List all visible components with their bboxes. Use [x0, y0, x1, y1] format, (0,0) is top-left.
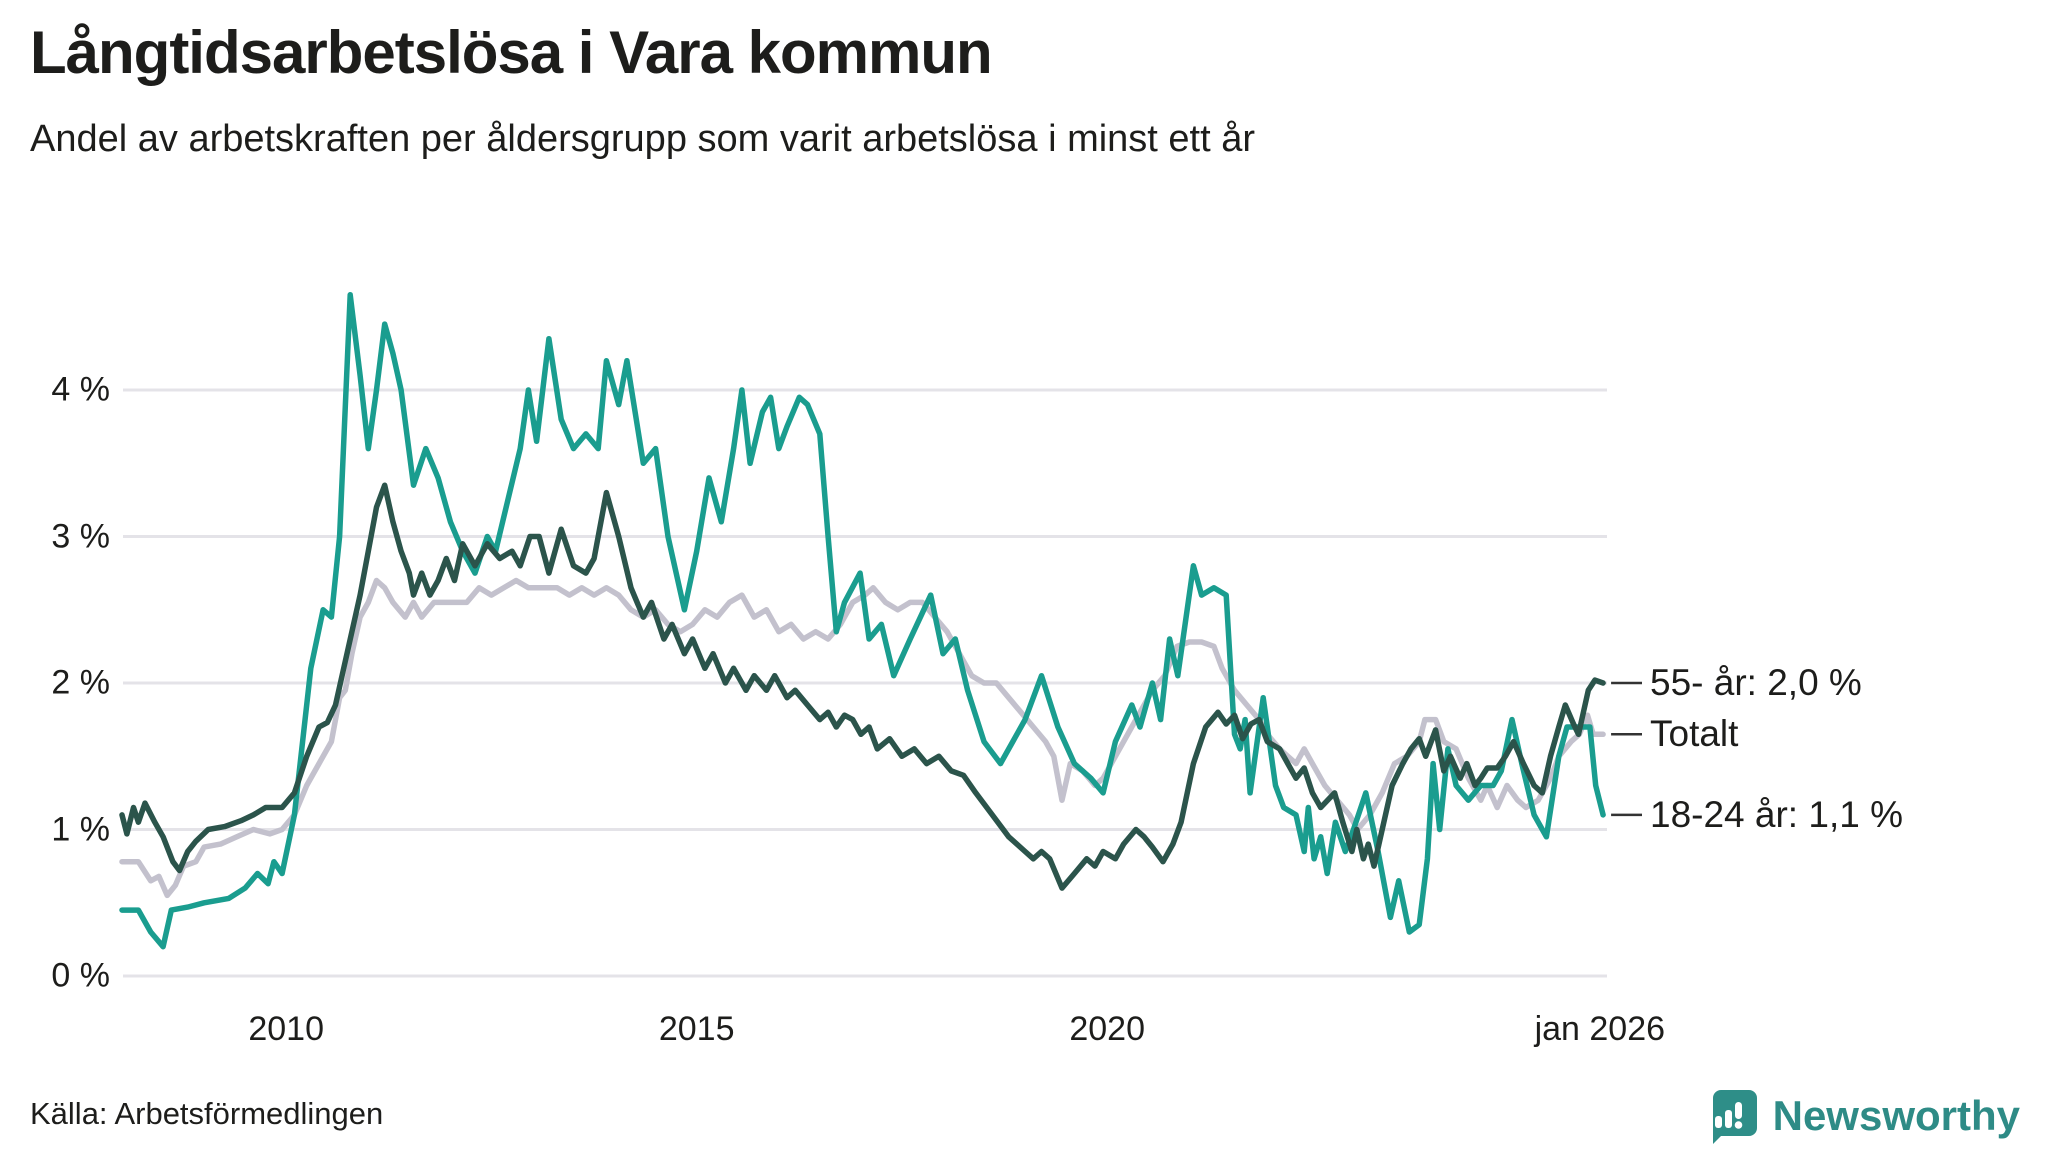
- bar-chart-speech-bubble-icon: [1703, 1088, 1759, 1144]
- x-tick: 2020: [1069, 1010, 1146, 1048]
- page-title: Långtidsarbetslösa i Vara kommun: [30, 19, 993, 86]
- label-connectors: [1611, 681, 1642, 817]
- source-note: Källa: Arbetsförmedlingen: [30, 1096, 384, 1131]
- newsworthy-wordmark: Newsworthy: [1772, 1092, 2020, 1139]
- series-label-totalt: Totalt: [1650, 713, 1739, 755]
- series-label-18-24: 18-24 år: 1,1 %: [1650, 793, 1903, 835]
- newsworthy-logo: Newsworthy: [1703, 1088, 2020, 1144]
- y-tick: 0 %: [51, 956, 110, 995]
- series-lines: [119, 292, 1606, 950]
- y-tick: 2 %: [51, 663, 110, 702]
- y-tick: 3 %: [51, 517, 110, 555]
- y-tick: 1 %: [51, 810, 110, 848]
- x-tick: 2015: [658, 1010, 735, 1048]
- page-subtitle: Andel av arbetskraften per åldersgrupp s…: [30, 118, 1256, 160]
- series-line-55- år: [119, 482, 1606, 891]
- x-tick: jan 2026: [1534, 1010, 1666, 1048]
- series-line-Totalt: [119, 577, 1606, 899]
- y-tick: 4 %: [51, 370, 110, 409]
- x-tick: 2010: [248, 1010, 325, 1048]
- series-line-18-24 år: [119, 292, 1606, 950]
- series-label-55: 55- år: 2,0 %: [1650, 662, 1862, 703]
